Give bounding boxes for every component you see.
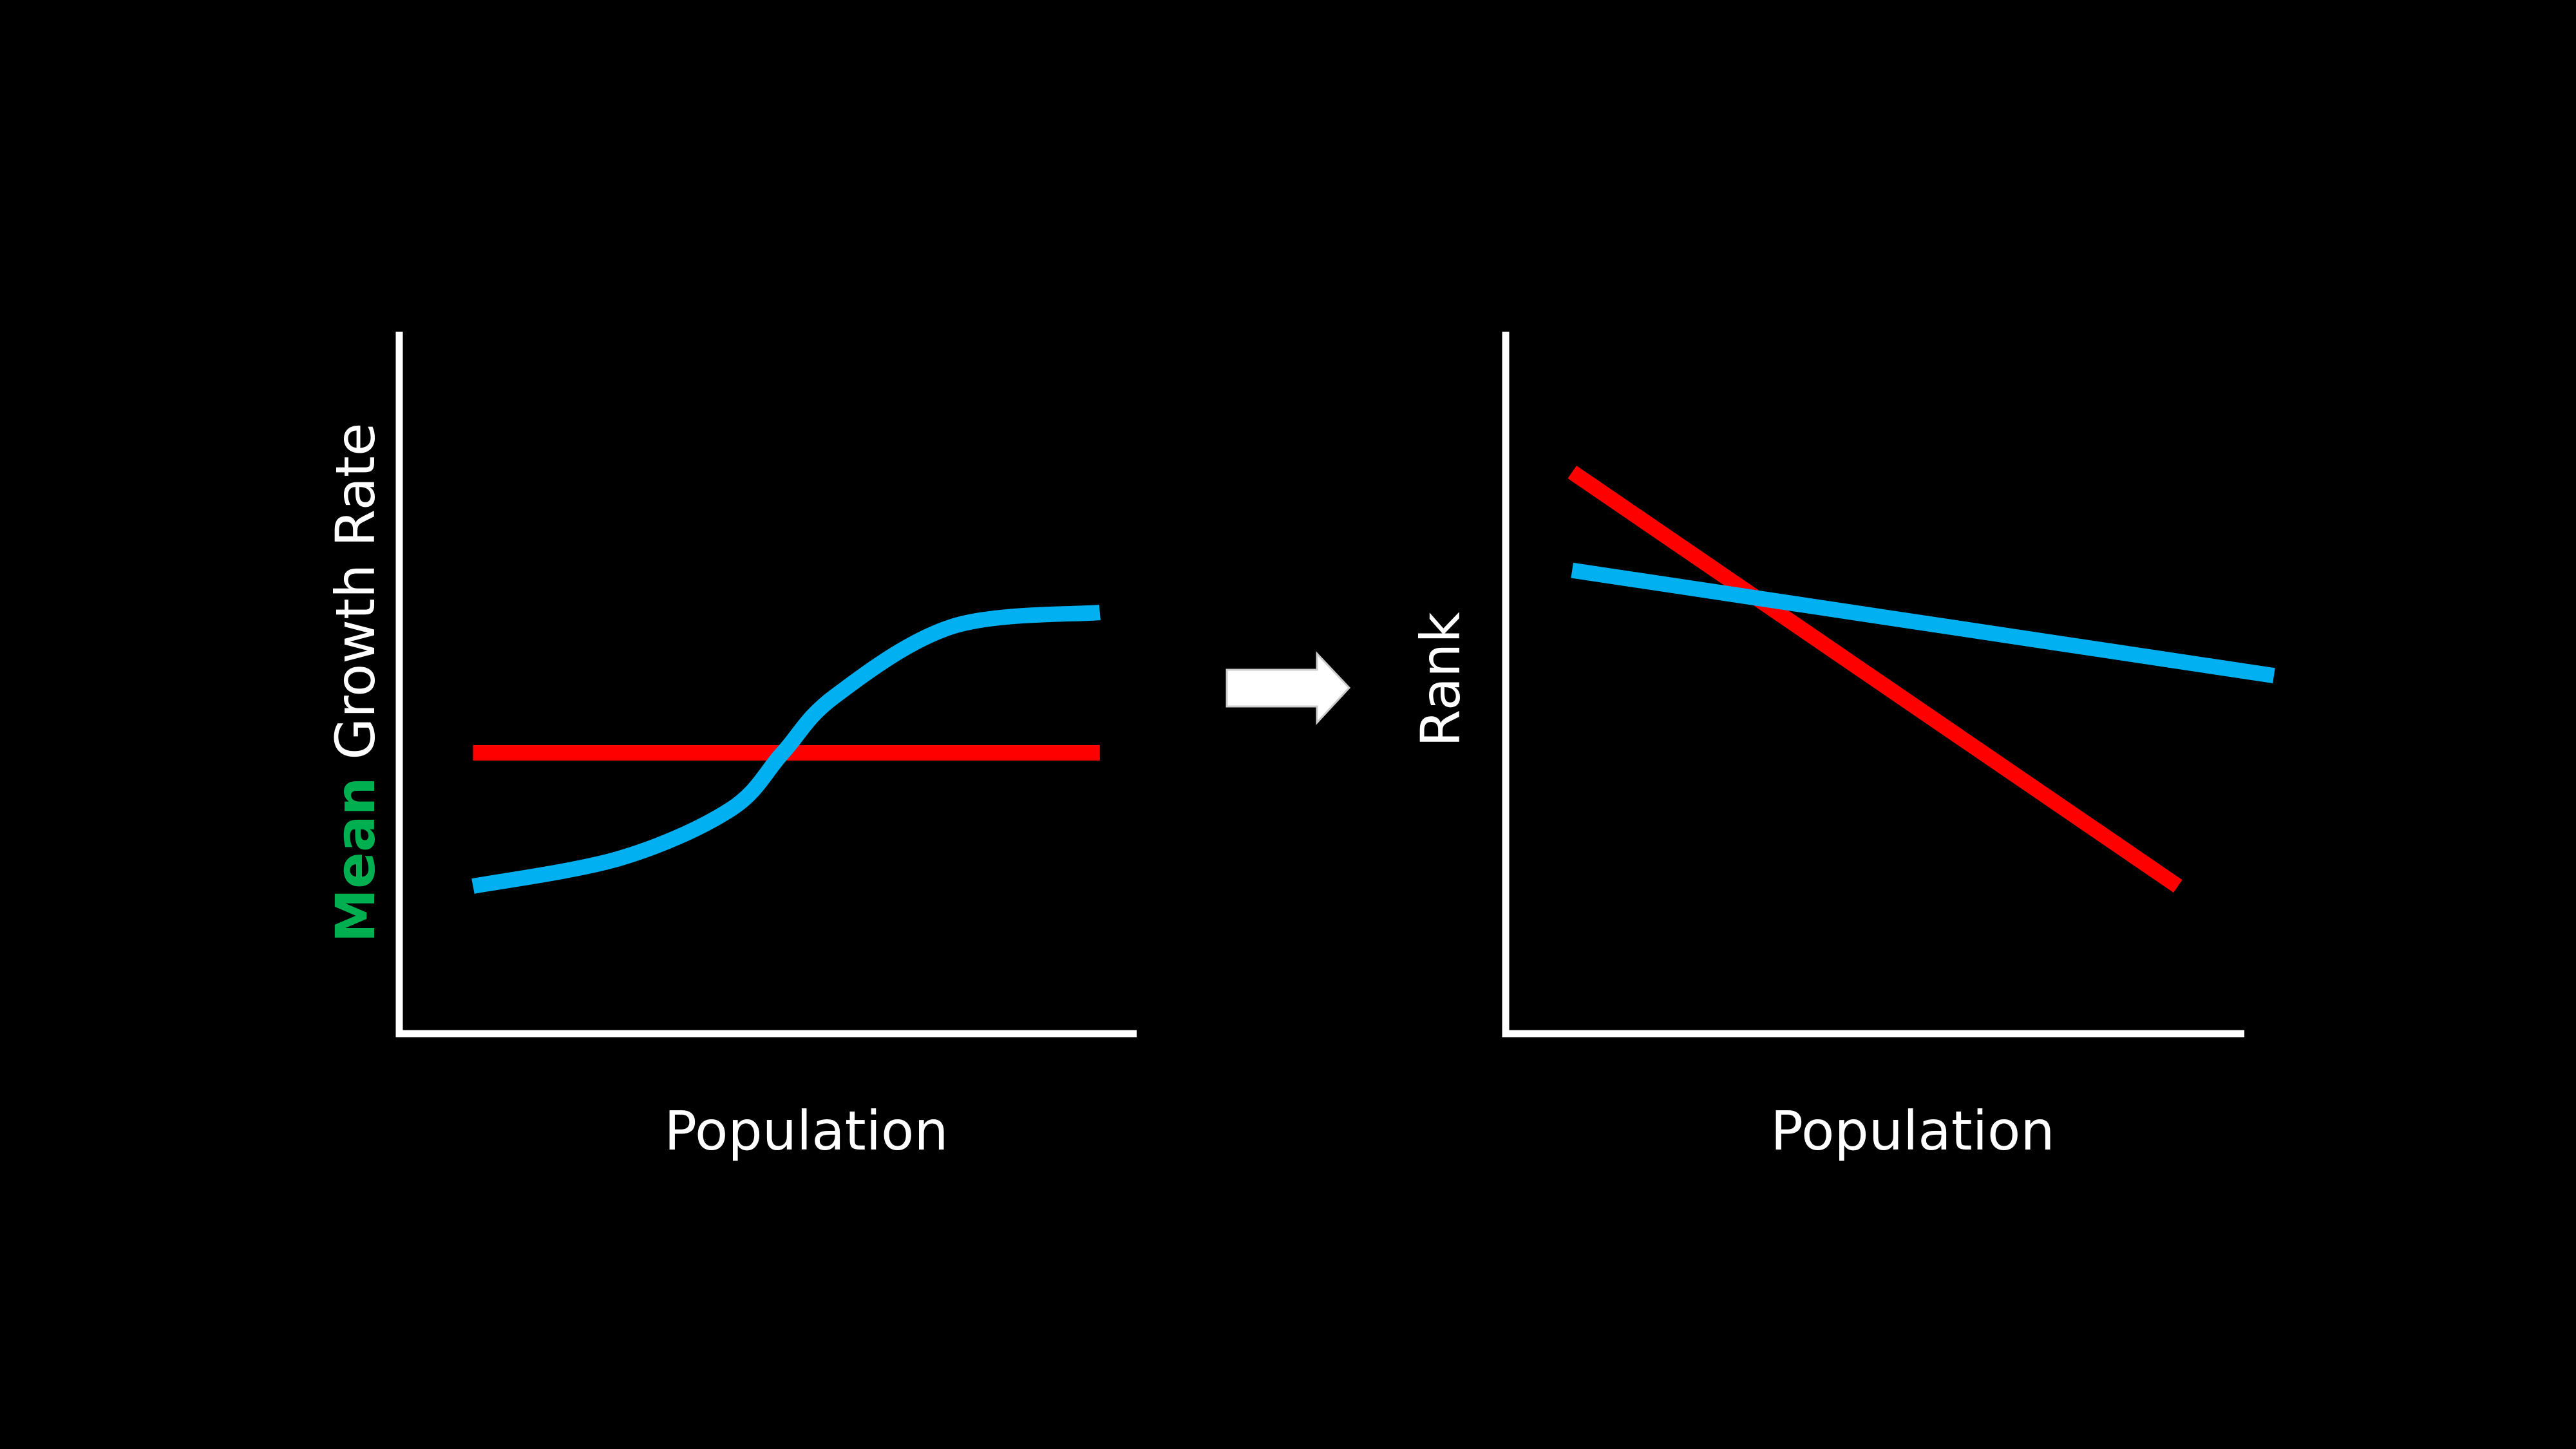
growth-rate-x-axis-label: Population <box>664 1099 948 1162</box>
rank-series <box>1567 466 2275 893</box>
rank-y-label-rest: Rank <box>1409 612 1472 747</box>
right-arrow-icon <box>1226 651 1351 725</box>
rank-axes <box>1502 332 2244 1037</box>
rank-chart: Rank Population <box>1409 332 2275 1162</box>
series-line-blue <box>1571 562 2275 683</box>
growth-rate-axes <box>395 332 1137 1037</box>
growth-rate-series <box>471 605 1101 894</box>
y-label-rest: Growth Rate <box>324 422 387 777</box>
series-line-red <box>1567 466 2183 893</box>
arrow-shape <box>1226 651 1351 725</box>
growth-rate-chart: Mean Growth Rate Population <box>324 332 1137 1162</box>
y-label-emphasis: Mean <box>324 777 387 943</box>
series-line-blue <box>471 605 1101 894</box>
rank-y-axis-label: Rank <box>1409 612 1472 747</box>
growth-rate-y-axis-label: Mean Growth Rate <box>324 422 387 942</box>
rank-x-axis-label: Population <box>1770 1099 2054 1162</box>
